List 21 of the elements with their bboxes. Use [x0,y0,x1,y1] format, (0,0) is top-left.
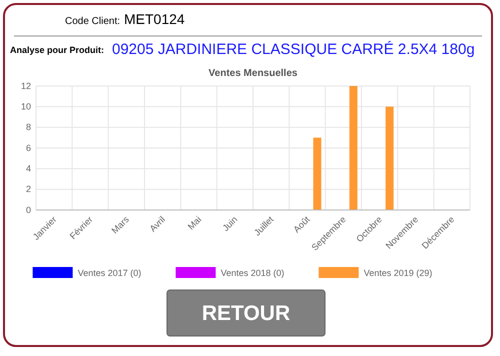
legend-label: Ventes 2019 (29) [364,268,432,278]
y-tick-label: 6 [26,142,31,153]
y-tick-label: 2 [26,184,31,194]
y-tick-label: 10 [20,102,31,112]
y-tick-label: 4 [26,164,31,174]
text: Code Client: [64,16,120,27]
text: 09205 JARDINIERE CLASSIQUE CARRÉ 2.5X4 180g [112,40,475,58]
text: Analyse pour Produit: [10,45,104,55]
legend-label: Ventes 2018 (0) [220,268,284,278]
y-tick-label: 12 [20,80,31,91]
bar [313,138,322,210]
bar [349,86,358,210]
x-tick-label: Juin [220,214,240,234]
y-tick-label: 8 [26,122,31,132]
bar [386,106,394,210]
legend-label: Ventes 2017 (0) [78,268,142,278]
text: MET0124 [124,11,185,27]
x-tick-label: Mai [186,214,204,232]
chart-title: Ventes Mensuelles [208,68,298,79]
return-button: RETOUR [166,290,326,336]
y-tick-label: 0 [26,204,31,215]
